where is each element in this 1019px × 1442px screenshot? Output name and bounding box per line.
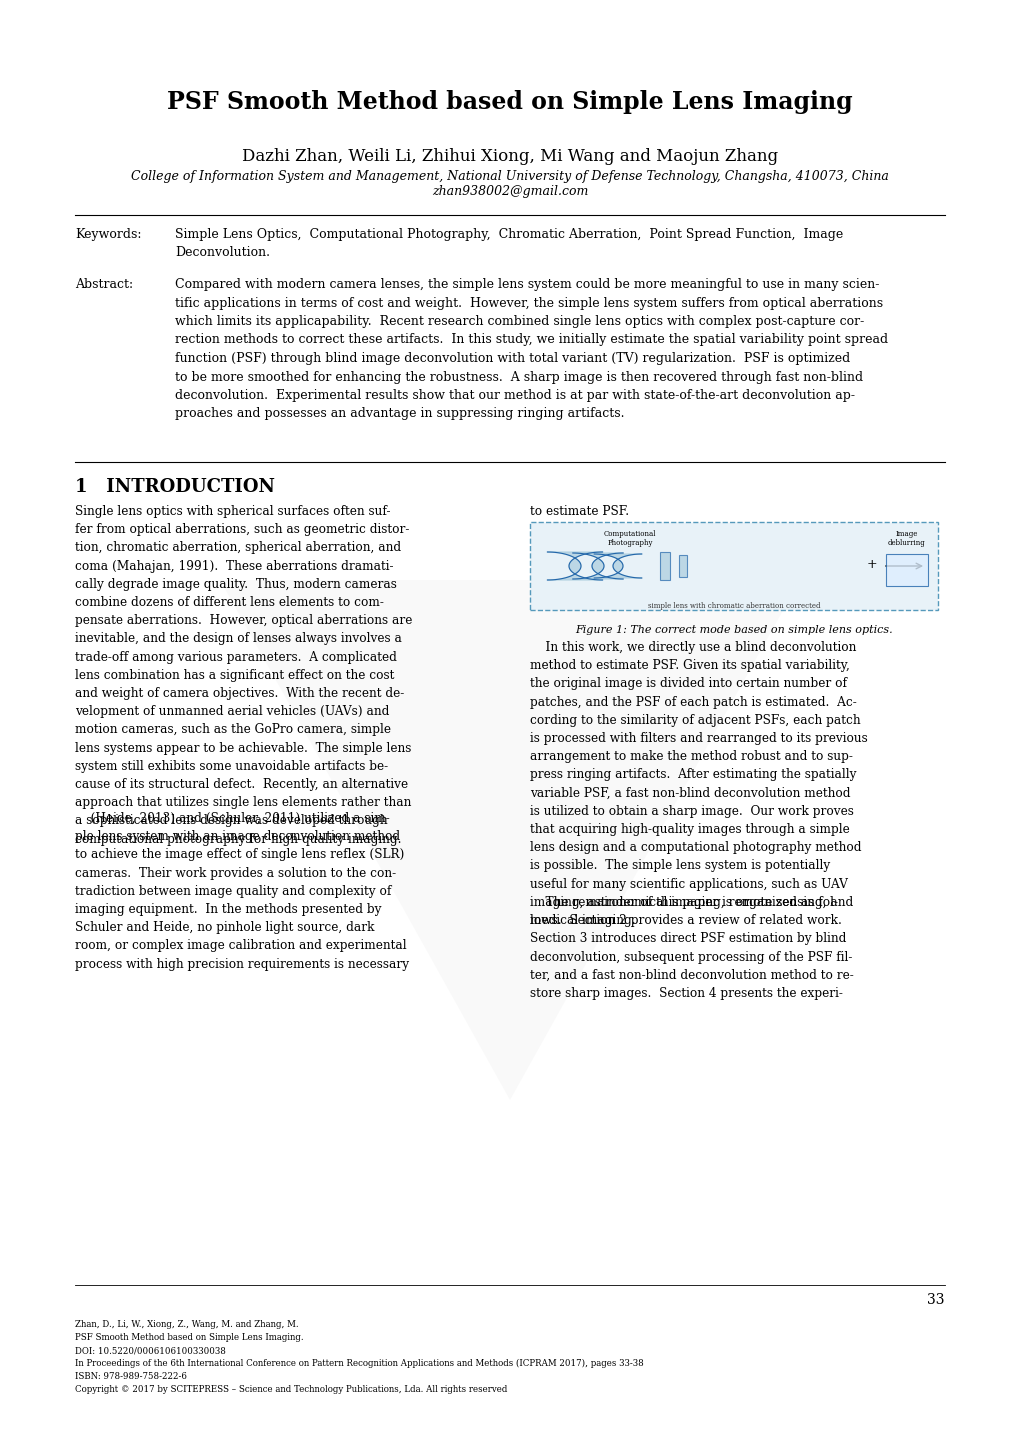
Text: Dazhi Zhan, Weili Li, Zhihui Xiong, Mi Wang and Maojun Zhang: Dazhi Zhan, Weili Li, Zhihui Xiong, Mi W… [242,149,777,164]
Polygon shape [220,580,799,1100]
Bar [886,554,927,585]
Polygon shape [594,554,641,578]
Text: College of Information System and Management, National University of Defense Tec: College of Information System and Manage… [130,170,889,183]
Text: Keywords:: Keywords: [75,228,142,241]
Text: 33: 33 [926,1293,944,1306]
Text: Figure 1: The correct mode based on simple lens optics.: Figure 1: The correct mode based on simp… [575,624,892,634]
Text: Copyright © 2017 by SCITEPRESS – Science and Technology Publications, Lda. All r: Copyright © 2017 by SCITEPRESS – Science… [75,1384,506,1394]
Text: Image
deblurring: Image deblurring [888,531,925,547]
Text: +: + [866,558,876,571]
Text: PSF Smooth Method based on Simple Lens Imaging: PSF Smooth Method based on Simple Lens I… [167,89,852,114]
Polygon shape [573,552,623,580]
Text: The remainder of this paper is organized as fol-
lows.  Section 2 provides a rev: The remainder of this paper is organized… [530,895,853,999]
Text: 1   INTRODUCTION: 1 INTRODUCTION [75,477,275,496]
Text: to estimate PSF.: to estimate PSF. [530,505,629,518]
Text: zhan938002@gmail.com: zhan938002@gmail.com [431,185,588,198]
Text: Abstract:: Abstract: [75,278,133,291]
Text: simple lens with chromatic aberration corrected: simple lens with chromatic aberration co… [647,601,819,610]
Bar [530,522,937,610]
Text: In this work, we directly use a blind deconvolution
method to estimate PSF. Give: In this work, we directly use a blind de… [530,642,867,927]
Text: PSF Smooth Method based on Simple Lens Imaging.: PSF Smooth Method based on Simple Lens I… [75,1332,304,1343]
Text: In Proceedings of the 6th International Conference on Pattern Recognition Applic: In Proceedings of the 6th International … [75,1358,643,1368]
Text: Compared with modern camera lenses, the simple lens system could be more meaning: Compared with modern camera lenses, the … [175,278,888,421]
Text: Zhan, D., Li, W., Xiong, Z., Wang, M. and Zhang, M.: Zhan, D., Li, W., Xiong, Z., Wang, M. an… [75,1319,299,1330]
Text: ISBN: 978-989-758-222-6: ISBN: 978-989-758-222-6 [75,1371,186,1381]
Text: Computational
Photography: Computational Photography [603,531,655,547]
Text: DOI: 10.5220/0006106100330038: DOI: 10.5220/0006106100330038 [75,1345,225,1355]
Text: Single lens optics with spherical surfaces often suf-
fer from optical aberratio: Single lens optics with spherical surfac… [75,505,412,845]
Polygon shape [547,552,602,580]
Bar [679,555,687,577]
Bar [659,552,669,580]
Text: (Heide, 2013) and (Schuler, 2011) utilized a sim-
ple lens system with an image : (Heide, 2013) and (Schuler, 2011) utiliz… [75,812,409,970]
Text: Simple Lens Optics,  Computational Photography,  Chromatic Aberration,  Point Sp: Simple Lens Optics, Computational Photog… [175,228,843,260]
